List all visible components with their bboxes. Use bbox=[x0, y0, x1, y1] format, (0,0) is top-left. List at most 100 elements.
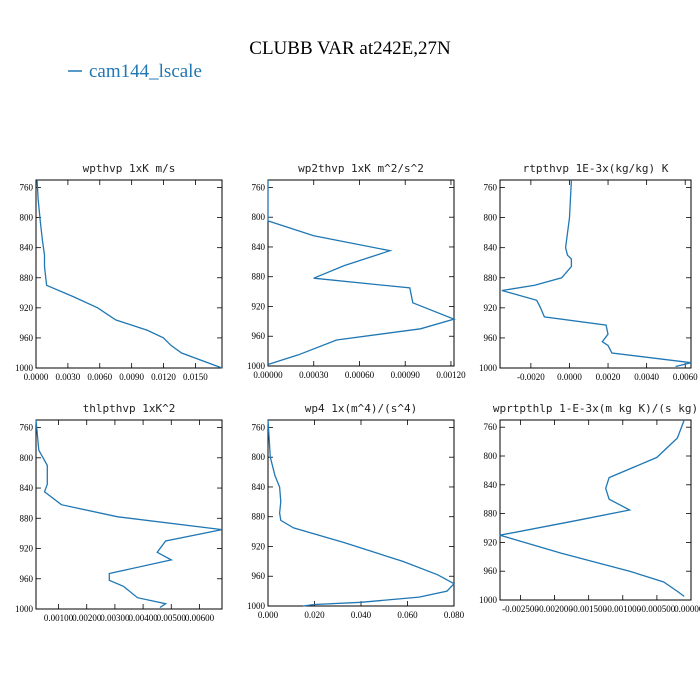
y-tick-label: 760 bbox=[252, 422, 266, 432]
y-tick-label: 800 bbox=[484, 451, 498, 461]
x-tick-label: 0.0000 bbox=[557, 372, 582, 382]
x-tick-label: -0.002000 bbox=[536, 604, 573, 614]
y-tick-label: 1000 bbox=[247, 601, 266, 611]
series-line bbox=[267, 180, 457, 366]
y-tick-label: 880 bbox=[252, 272, 266, 282]
x-tick-label: 0.040 bbox=[351, 610, 372, 620]
panel-5: wp4 1x(m^4)/(s^4)76080084088092096010000… bbox=[247, 402, 465, 620]
x-tick-label: 0.0090 bbox=[119, 372, 144, 382]
x-tick-label: 0.080 bbox=[444, 610, 465, 620]
x-tick-label: 0.00120 bbox=[436, 370, 466, 380]
y-tick-label: 1000 bbox=[247, 361, 266, 371]
y-tick-label: 920 bbox=[252, 541, 266, 551]
panel-title: wp4 1x(m^4)/(s^4) bbox=[305, 402, 418, 415]
y-tick-label: 920 bbox=[484, 303, 498, 313]
x-tick-label: -0.000500 bbox=[639, 604, 676, 614]
plot-frame bbox=[267, 179, 455, 367]
y-tick-label: 920 bbox=[252, 301, 266, 311]
series-line bbox=[36, 179, 223, 369]
series-line bbox=[501, 179, 692, 368]
plot-frame bbox=[267, 419, 455, 607]
x-tick-label: 0.0000 bbox=[24, 372, 49, 382]
x-tick-label: -0.002500 bbox=[502, 604, 539, 614]
y-tick-label: 1000 bbox=[479, 595, 498, 605]
y-tick-label: 1000 bbox=[15, 604, 34, 614]
y-tick-label: 920 bbox=[20, 303, 34, 313]
panel-3: rtpthvp 1E-3x(kg/kg) K 760 800 840 880 920 960… bbox=[479, 162, 698, 382]
y-tick-label: 840 bbox=[20, 483, 34, 493]
y-tick-label: 840 bbox=[252, 482, 266, 492]
panel-title: wpthvp 1xK m/s bbox=[83, 162, 176, 175]
panel-4: thlpthvp 1xK^2 760 800 840 880 920 960 1000 0.00… bbox=[15, 402, 223, 623]
panel-title: rtpthvp 1E-3x(kg/kg) K bbox=[523, 162, 669, 175]
figure-title: CLUBB VAR at242E,27N bbox=[249, 38, 451, 59]
x-tick-label: 0.0020 bbox=[596, 372, 621, 382]
y-tick-label: 920 bbox=[484, 537, 498, 547]
y-tick-label: 1000 bbox=[15, 363, 34, 373]
y-tick-label: 800 bbox=[252, 452, 266, 462]
y-tick-label: 880 bbox=[20, 513, 34, 523]
x-tick-label: 0.0040 bbox=[634, 372, 659, 382]
plot-frame bbox=[35, 179, 223, 369]
x-tick-label: 0.00000 bbox=[253, 370, 283, 380]
y-tick-label: 1000 bbox=[479, 363, 498, 373]
y-tick-label: 960 bbox=[252, 571, 266, 581]
x-tick-label: 0.00300 bbox=[100, 613, 130, 623]
y-tick-label: 760 bbox=[20, 183, 34, 193]
panel-title: thlpthvp 1xK^2 bbox=[83, 402, 176, 415]
x-tick-label: -0.0020 bbox=[517, 372, 545, 382]
x-tick-label: 0.060 bbox=[397, 610, 418, 620]
x-tick-label: 0.0060 bbox=[87, 372, 112, 382]
legend-label: cam144_lscale bbox=[89, 61, 202, 82]
y-tick-label: 760 bbox=[484, 422, 498, 432]
panel-grid: wpthvp 1xK m/s76080084088092096010000.00… bbox=[15, 162, 700, 623]
panel-title: wprtpthlp 1-E-3x(m kg K)/(s kg) bbox=[493, 402, 698, 415]
x-tick-label: 0.00030 bbox=[299, 370, 329, 380]
y-tick-label: 960 bbox=[20, 574, 34, 584]
y-tick-label: 760 bbox=[484, 183, 498, 193]
x-tick-label: 0.00500 bbox=[157, 613, 187, 623]
y-tick-label: 800 bbox=[252, 212, 266, 222]
series-line bbox=[499, 419, 685, 597]
y-tick-label: 880 bbox=[252, 512, 266, 522]
x-tick-label: 0.00100 bbox=[44, 613, 74, 623]
plot-frame bbox=[499, 179, 692, 369]
x-tick-label: 0.000 bbox=[258, 610, 279, 620]
y-tick-label: 840 bbox=[484, 480, 498, 490]
y-tick-label: 960 bbox=[484, 333, 498, 343]
y-tick-label: 920 bbox=[20, 544, 34, 554]
x-tick-label: 0.0150 bbox=[183, 372, 208, 382]
y-tick-label: 760 bbox=[20, 423, 34, 433]
y-tick-label: 800 bbox=[20, 453, 34, 463]
plot-frame bbox=[35, 419, 223, 610]
y-tick-label: 960 bbox=[484, 566, 498, 576]
x-tick-label: 0.0120 bbox=[151, 372, 176, 382]
y-tick-label: 840 bbox=[252, 242, 266, 252]
y-tick-label: 880 bbox=[20, 273, 34, 283]
y-tick-label: 960 bbox=[20, 333, 34, 343]
y-tick-label: 840 bbox=[484, 243, 498, 253]
y-tick-label: 760 bbox=[252, 182, 266, 192]
x-tick-label: 0.0060 bbox=[673, 372, 698, 382]
panel-2: wp2thvp 1xK m^2/s^2 760 800 840 880 920 960 100… bbox=[247, 162, 466, 380]
y-tick-label: 960 bbox=[252, 331, 266, 341]
x-tick-label: 0.00200 bbox=[72, 613, 102, 623]
y-tick-label: 880 bbox=[484, 509, 498, 519]
y-tick-label: 840 bbox=[20, 243, 34, 253]
panel-title: wp2thvp 1xK m^2/s^2 bbox=[298, 162, 424, 175]
x-tick-label: 0.0030 bbox=[56, 372, 81, 382]
y-tick-label: 800 bbox=[20, 213, 34, 223]
series-line bbox=[267, 419, 456, 607]
series-line bbox=[35, 419, 223, 609]
x-tick-label: 0.020 bbox=[304, 610, 325, 620]
panel-1: wpthvp 1xK m/s76080084088092096010000.00… bbox=[15, 162, 223, 382]
x-tick-label: 0.00060 bbox=[345, 370, 375, 380]
x-tick-label: -0.001000 bbox=[604, 604, 641, 614]
y-tick-label: 800 bbox=[484, 213, 498, 223]
plot-frame bbox=[499, 419, 692, 601]
x-tick-label: -0.001500 bbox=[570, 604, 607, 614]
panel-6: wprtpthlp 1-E-3x(m kg K)/(s kg) 760 800 840… bbox=[479, 402, 700, 614]
y-tick-label: 880 bbox=[484, 273, 498, 283]
